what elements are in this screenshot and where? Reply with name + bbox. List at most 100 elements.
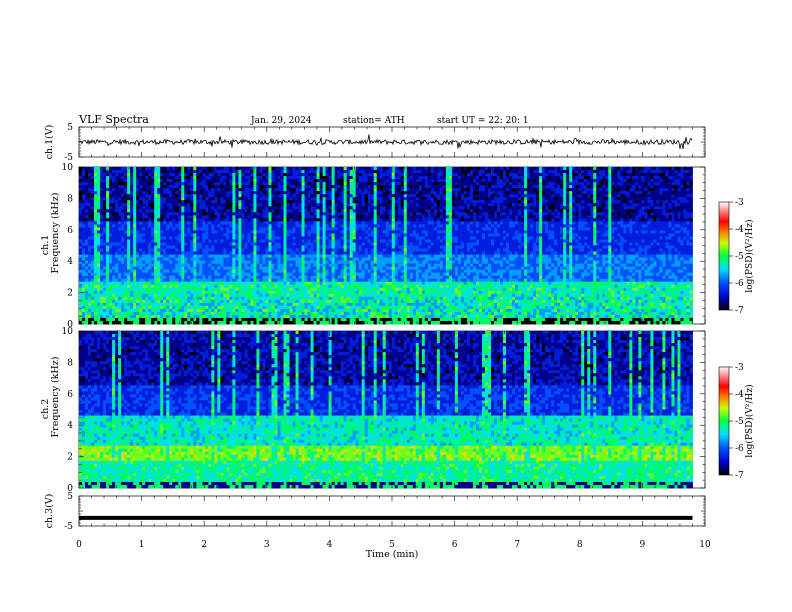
spectrogram-cell [181,261,184,264]
spectrogram-cell [611,203,623,206]
spectrogram-cell [136,279,139,282]
spectrogram-cell [353,230,356,233]
spectrogram-cell [539,230,542,233]
spectrogram-cell [599,242,617,245]
spectrogram-cell [359,264,362,267]
spectrogram-cell [193,233,196,236]
spectrogram-cell [250,279,253,282]
spectrogram-cell [335,261,338,264]
spectrogram-cell [467,246,473,249]
spectrogram-cell [359,276,365,279]
spectrogram-cell [389,179,392,182]
spectrogram-cell [238,270,241,273]
spectrogram-cell [623,221,629,224]
spectrogram-cell [184,224,193,227]
spectrogram-cell [268,194,271,197]
spectrogram-cell [205,197,208,200]
spectrogram-cell [422,212,425,215]
spectrogram-cell [689,173,692,176]
spectrogram-cell [308,173,317,176]
spectrogram-cell [308,170,317,173]
spectrogram-cell [602,264,605,267]
spectrogram-cell [581,203,587,206]
spectrogram-cell [581,185,587,188]
spectrogram-cell [320,218,323,221]
spectrogram-cell [653,182,659,185]
spectrogram-cell [229,206,232,209]
spectrogram-cell [151,224,154,227]
spectrogram-cell [650,167,656,170]
spectrogram-cell [335,185,341,188]
spectrogram-cell [88,267,91,270]
spectrogram-cell [305,233,308,236]
spectrogram-cell [323,215,326,218]
spectrogram-cell [335,224,341,227]
spectrogram-cell [136,176,142,179]
spectrogram-cell [560,230,563,233]
spectrogram-cell [232,227,235,230]
spectrogram-cell [290,218,293,221]
spectrogram-cell [572,249,578,252]
spectrogram-cell [392,270,395,273]
spectrogram-cell [166,227,169,230]
spectrogram-cell [566,182,584,185]
spectrogram-cell [253,176,256,179]
spectrogram-cell [686,182,689,185]
spectrogram-cell [377,191,383,194]
spectrogram-cell [103,233,106,236]
spectrogram-cell [572,261,584,264]
spectrogram-cell [581,191,587,194]
spectrogram-cell [620,200,623,203]
spectrogram-cell [238,200,241,203]
spectrogram-cell [133,242,136,245]
spectrogram-cell [590,227,593,230]
spectrogram-cell [247,255,250,258]
spectrogram-cell [590,212,593,215]
spectrogram-cell [449,270,455,273]
spectrogram-cell [482,212,488,215]
spectrogram-cell [109,236,121,239]
spectrogram-cell [106,212,109,215]
spectrogram-cell [617,206,623,209]
spectrogram-cell [560,167,563,170]
spectrogram-cell [479,242,491,245]
spectrogram-cell [274,267,277,270]
spectrogram-cell [317,185,320,188]
spectrogram-cell [359,252,365,255]
spectrogram-cell [593,227,596,230]
spectrogram-cell [407,167,413,170]
spectrogram-cell [674,194,686,197]
spectrogram-cell [157,230,160,233]
spectrogram-cell [446,209,449,212]
spectrogram-cell [253,191,256,194]
spectrogram-cell [467,203,470,206]
spectrogram-cell [235,236,238,239]
spectrogram-cell [677,188,680,191]
spectrogram-cell [398,197,401,200]
spectrogram-cell [323,236,326,239]
spectrogram-cell [623,203,626,206]
spectrogram-cell [290,191,296,194]
spectrogram-cell [461,252,464,255]
spectrogram-cell [374,270,377,273]
spectrogram-cell [683,212,692,215]
spectrogram-cell [467,267,470,270]
spectrogram-cell [584,167,587,170]
spectrogram-cell [620,249,623,252]
spectrogram-cell [557,273,563,276]
spectrogram-cell [566,188,569,191]
spectrogram-cell [563,167,566,170]
spectrogram-cell [662,179,665,182]
spectrogram-cell [166,236,169,239]
spectrogram-cell [350,209,353,212]
spectrogram-cell [578,179,581,182]
spectrogram-cell [392,176,395,179]
spectrogram-cell [560,215,563,218]
spectrogram-cell [106,255,109,258]
spectrogram-cell [554,212,557,215]
spectrogram-cell [437,203,440,206]
spectrogram-cell [335,173,338,176]
spectrogram-cell [476,203,488,206]
spectrogram-cell [554,218,560,221]
spectrogram-cell [85,261,88,264]
